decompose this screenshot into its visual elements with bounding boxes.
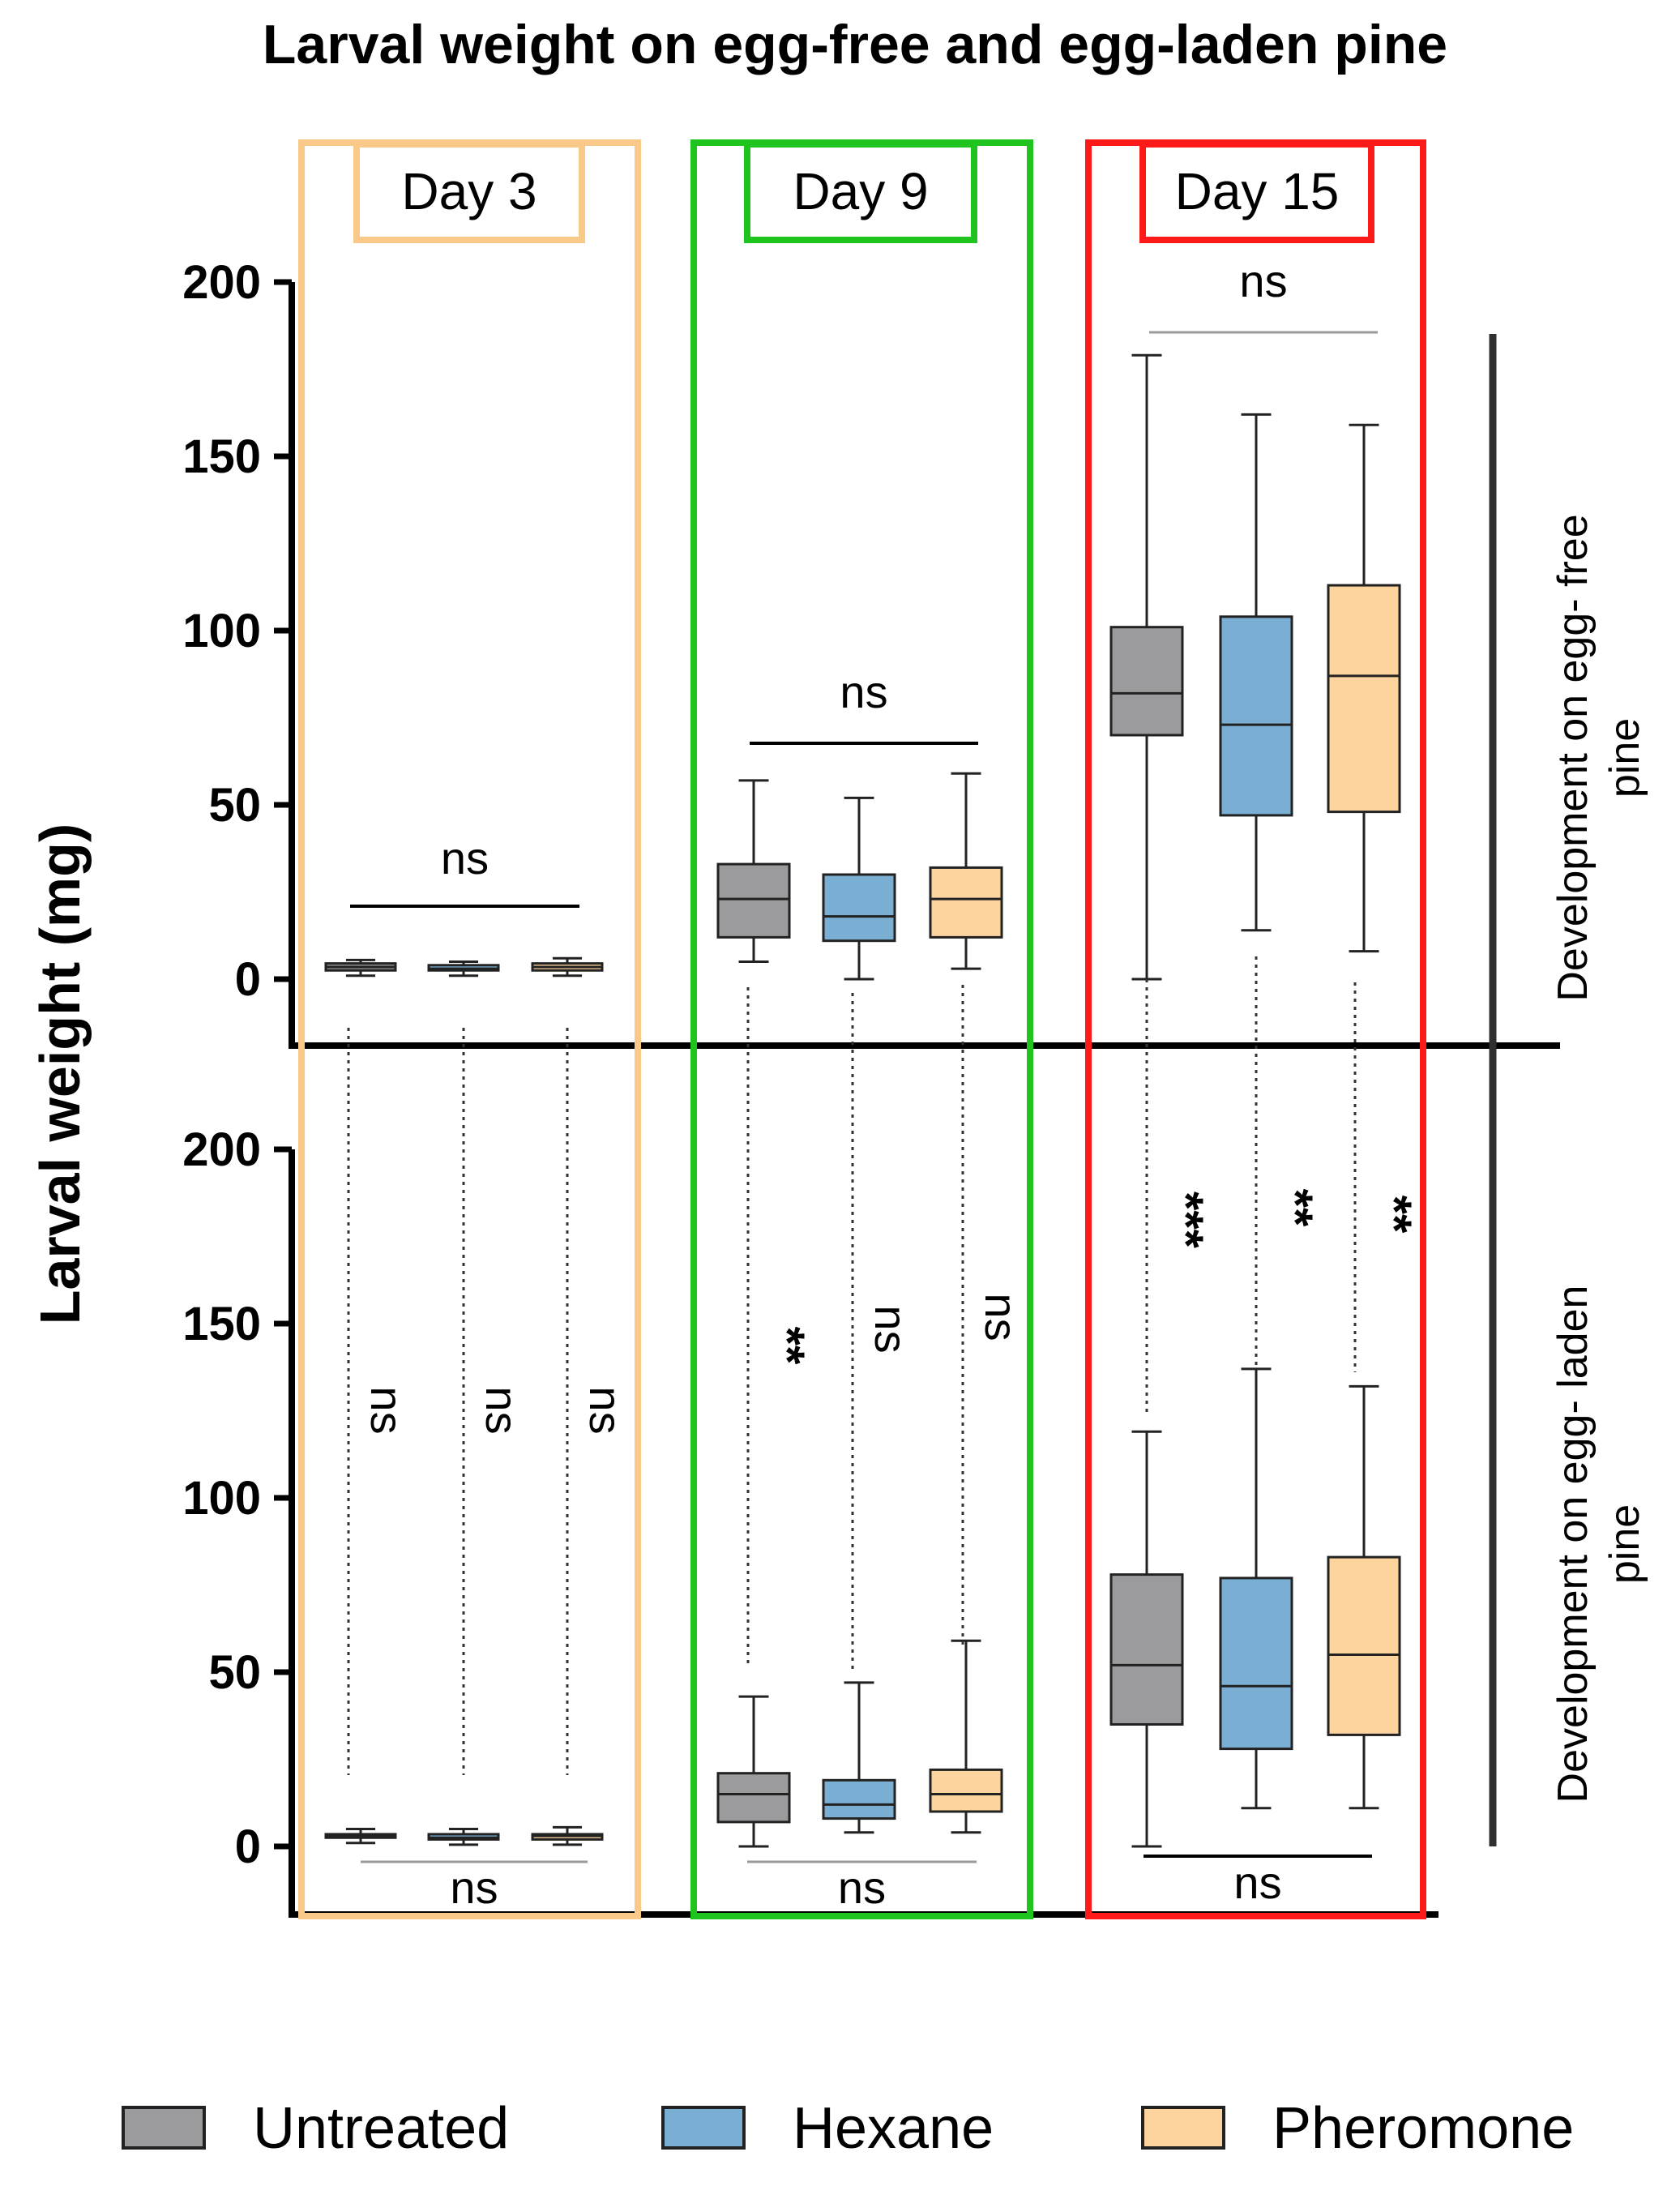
y-tick-label: 100 xyxy=(182,1472,261,1525)
y-tick-label: 200 xyxy=(182,1123,261,1176)
comparison-label: ** xyxy=(760,1327,814,1365)
side-label-top-line1: Development on egg- free xyxy=(1550,514,1597,1001)
y-tick-label: 50 xyxy=(208,779,261,832)
legend-label-pheromone: Pheromone xyxy=(1272,2096,1574,2161)
y-tick-label: 100 xyxy=(182,605,261,657)
legend-swatch-hexane xyxy=(661,2106,746,2150)
side-label-top-line2: pine xyxy=(1601,718,1648,798)
box-pheromone xyxy=(929,1768,1003,1813)
box-hexane xyxy=(1219,1577,1293,1751)
comparison-label: ns xyxy=(580,1386,631,1434)
legend: Untreated Hexane Pheromone xyxy=(122,2096,1574,2161)
panel-day-label: Day 15 xyxy=(1175,162,1340,220)
panel-label-box xyxy=(353,141,585,243)
legend-swatch-untreated xyxy=(122,2106,206,2150)
y-tick-label: 0 xyxy=(235,1820,261,1873)
significance-label-egg-laden: ns xyxy=(1233,1857,1281,1908)
significance-label-egg-free: ns xyxy=(840,666,887,717)
box-hexane xyxy=(1219,615,1293,817)
box-untreated xyxy=(1109,1573,1184,1726)
panel-border xyxy=(298,139,641,1919)
box-hexane xyxy=(822,1778,896,1820)
panel-border xyxy=(690,139,1033,1919)
box-untreated xyxy=(716,862,791,939)
legend-swatch-pheromone xyxy=(1141,2106,1225,2150)
legend-label-untreated: Untreated xyxy=(253,2096,509,2161)
y-tick-label: 0 xyxy=(235,953,261,1006)
y-axis-label: Larval weight (mg) xyxy=(28,824,92,1324)
significance-label-egg-free: ns xyxy=(1239,255,1287,306)
y-tick-label: 200 xyxy=(182,256,261,309)
comparison-label: ns xyxy=(361,1386,413,1434)
legend-label-hexane: Hexane xyxy=(793,2096,994,2161)
panel-label-box xyxy=(744,141,977,243)
significance-label-egg-laden: ns xyxy=(838,1862,886,1913)
comparison-label: ** xyxy=(1268,1189,1323,1227)
y-tick-label: 150 xyxy=(182,430,261,483)
axes: 0 50 100 150 200 0 50 100 150 200 xyxy=(182,256,1560,1918)
panel-day-label: Day 3 xyxy=(401,162,536,220)
significance-label-egg-free: ns xyxy=(441,832,489,883)
y-tick-label: 150 xyxy=(182,1298,261,1350)
chart-title: Larval weight on egg-free and egg-laden … xyxy=(263,14,1447,75)
box-pheromone xyxy=(929,866,1003,939)
comparison-label: ** xyxy=(1367,1196,1421,1234)
side-label-bottom-line1: Development on egg- laden xyxy=(1550,1286,1597,1803)
comparison-label: ns xyxy=(866,1305,917,1353)
y-tick-label: 50 xyxy=(208,1646,261,1699)
comparison-label: *** xyxy=(1159,1191,1213,1249)
box-pheromone xyxy=(1327,1555,1401,1736)
box-untreated xyxy=(716,1772,791,1824)
box-untreated xyxy=(1109,626,1184,737)
side-label-bottom-line2: pine xyxy=(1601,1504,1648,1584)
significance-label-egg-laden: ns xyxy=(450,1862,498,1913)
panel-label-box xyxy=(1139,141,1374,243)
box-pheromone xyxy=(1327,584,1401,814)
panel-day-label: Day 9 xyxy=(793,162,928,220)
comparison-label: ns xyxy=(976,1293,1027,1341)
panels: Day 3 Day 9 Day 15 xyxy=(298,139,1426,1919)
comparison-label: ns xyxy=(477,1386,528,1434)
box-hexane xyxy=(822,873,896,943)
